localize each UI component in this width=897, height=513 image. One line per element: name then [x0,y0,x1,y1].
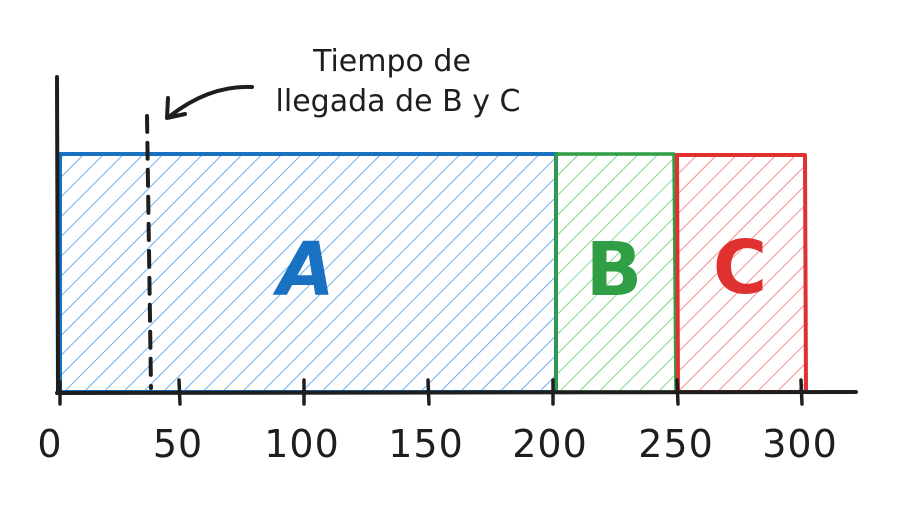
annotation-line-1: Tiempo de [312,44,471,79]
block-c-label: C [713,225,767,311]
tick-label-200: 200 [512,422,588,466]
tick-label-300: 300 [762,422,838,466]
tick-mark [799,378,804,406]
y-axis [55,75,60,395]
tick-mark [426,378,431,406]
arrival-time-dashed-line [145,114,153,390]
tick-label-150: 150 [388,422,464,466]
x-axis-tick-labels: 0 50 100 150 200 250 300 [37,422,838,466]
x-axis-ticks [58,378,804,406]
tick-mark [177,378,182,406]
annotation-line-2: llegada de B y C [276,84,521,119]
tick-label-250: 250 [638,422,714,466]
block-b: B [554,152,678,394]
tick-label-0: 0 [37,422,62,466]
tick-label-100: 100 [264,422,340,466]
tick-mark [675,378,680,406]
block-c: C [675,153,808,394]
block-b-label: B [586,227,642,313]
block-a: A [58,152,558,394]
annotation-arrow-icon [165,84,254,120]
block-a-rect [58,152,558,394]
arrival-annotation: Tiempo de llegada de B y C [276,44,521,119]
block-a-label: A [272,227,334,313]
x-axis [55,390,858,395]
tick-label-50: 50 [153,422,203,466]
